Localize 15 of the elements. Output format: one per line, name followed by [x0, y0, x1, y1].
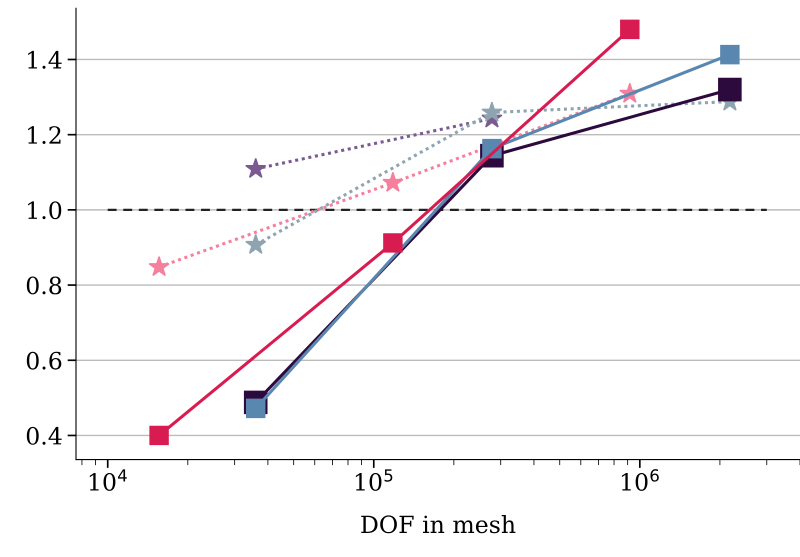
point	[245, 234, 266, 254]
x-tick-label: 10$^{5}$	[356, 469, 392, 491]
point	[718, 78, 742, 102]
point	[481, 101, 503, 122]
y-tick-label: 1.4	[28, 50, 62, 69]
point	[245, 158, 266, 178]
y-tick-label: 0.4	[26, 426, 62, 445]
point	[720, 44, 740, 64]
y-tick-label: 1.0	[28, 201, 62, 220]
y-tick-label: 0.6	[26, 352, 62, 370]
y-tick-label: 0.8	[26, 276, 62, 294]
x-axis-title: DOF in mesh	[361, 515, 516, 534]
y-tick-label: 1.2	[28, 126, 60, 144]
x-tick-label: 10$^{6}$	[622, 469, 659, 491]
x-tick-label: 10$^{4}$	[90, 469, 127, 491]
